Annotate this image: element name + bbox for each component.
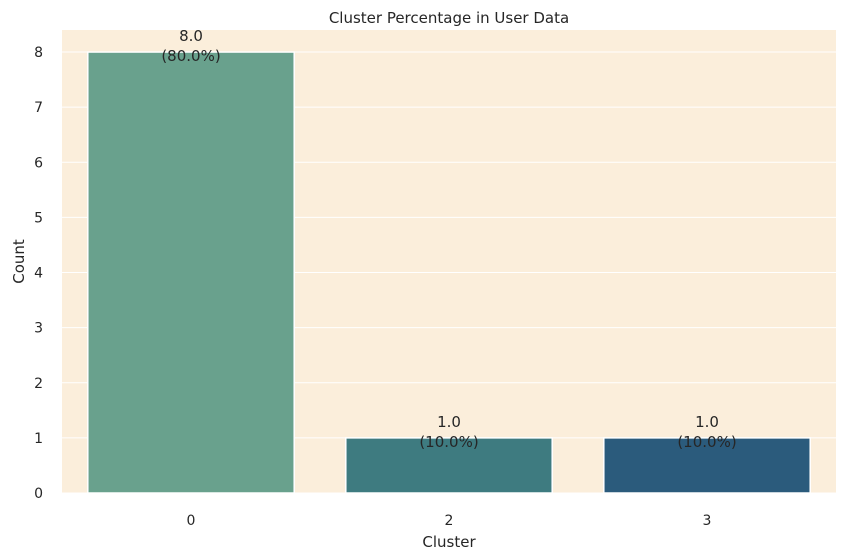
bar-percent-label: (10.0%) [419,433,478,451]
x-tick-label: 2 [445,513,454,529]
bars [87,51,811,494]
y-tick-label: 4 [34,266,43,282]
y-tick-label: 3 [34,321,43,337]
y-tick-label: 6 [34,155,43,171]
bar [87,51,295,494]
bar-value-label: 1.0 [695,413,719,431]
x-tick-label: 3 [703,513,712,529]
bar-percent-label: (80.0%) [161,47,220,65]
x-axis-label: Cluster [422,533,476,551]
bar-value-label: 1.0 [437,413,461,431]
y-tick-label: 1 [34,431,43,447]
y-tick-label: 7 [34,100,43,116]
y-tick-labels: 0 1 2 3 4 5 6 7 8 [34,45,43,502]
x-tick-label: 0 [187,513,196,529]
y-axis-label: Count [10,239,28,284]
bar-percent-label: (10.0%) [677,433,736,451]
bar-value-label: 8.0 [179,27,203,45]
bar [345,437,553,494]
data-labels: 8.0 (80.0%) 1.0 (10.0%) 1.0 (10.0%) [161,27,736,451]
y-tick-label: 8 [34,45,43,61]
y-tick-label: 0 [34,486,43,502]
bar [603,437,811,494]
y-tick-label: 2 [34,376,43,392]
x-tick-labels: 0 2 3 [187,513,712,529]
y-tick-label: 5 [34,210,43,226]
chart-title: Cluster Percentage in User Data [329,9,569,27]
